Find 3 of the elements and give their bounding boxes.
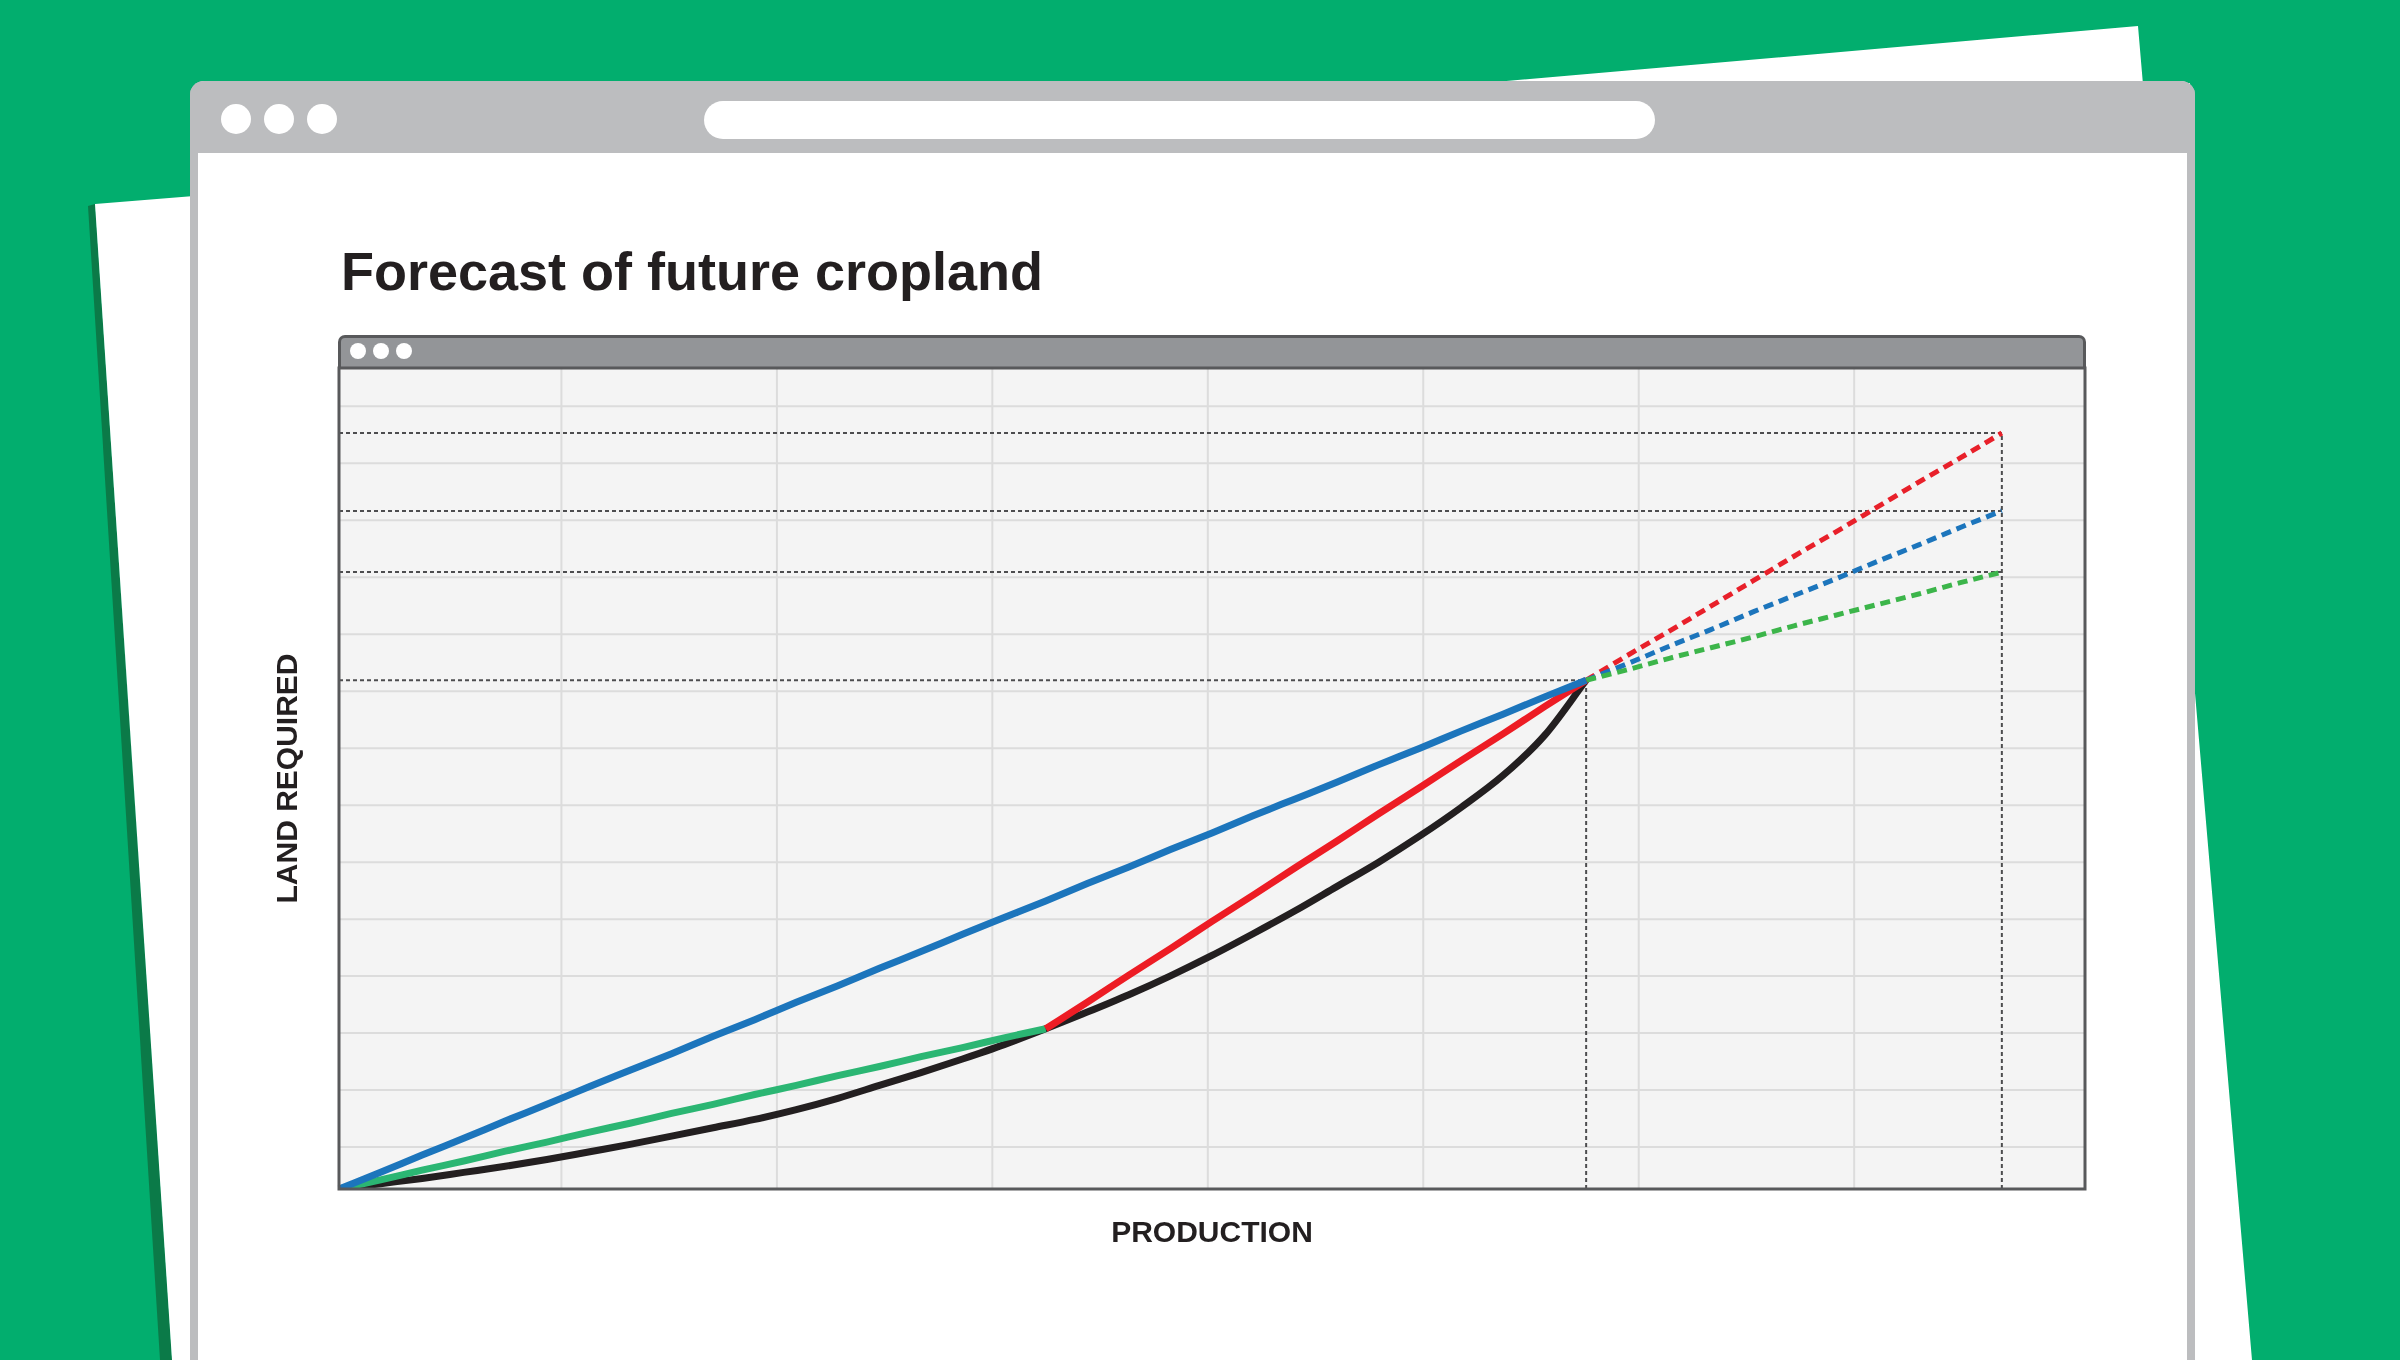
- chart-title: Forecast of future cropland: [341, 240, 1044, 302]
- y-axis-title: LAND REQUIRED: [270, 653, 304, 904]
- x-axis-title: PRODUCTION: [1111, 1215, 1313, 1249]
